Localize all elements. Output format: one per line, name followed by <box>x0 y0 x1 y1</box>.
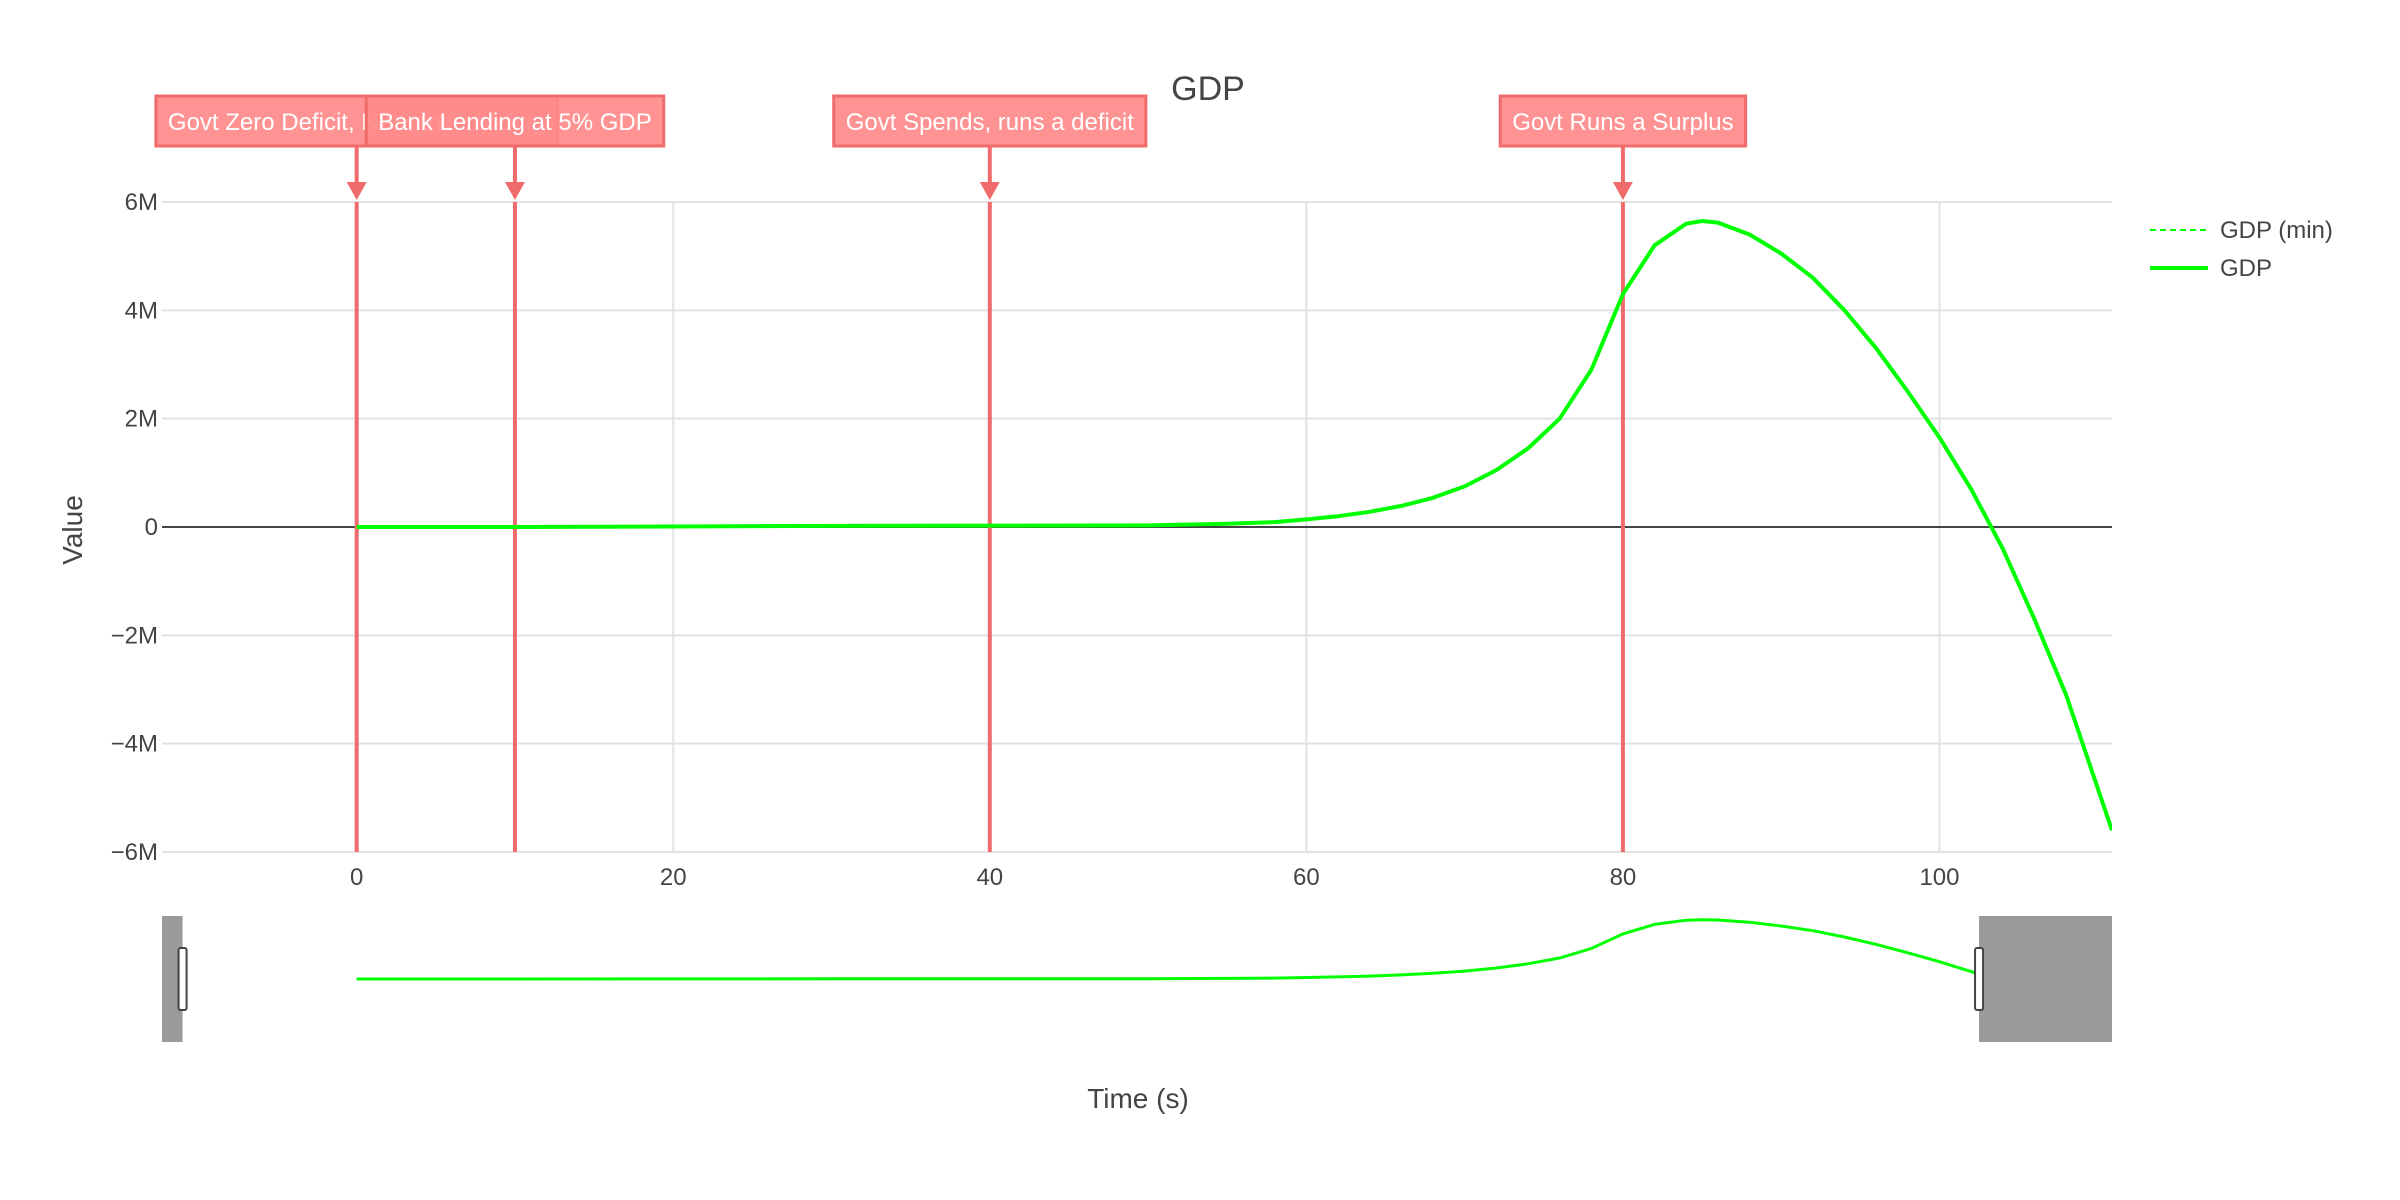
annotation-box <box>832 94 1148 148</box>
y-tick-label: 0 <box>145 514 158 541</box>
range-slider-handle-left[interactable] <box>177 947 188 1011</box>
x-axis-title: Time (s) <box>1087 1083 1189 1114</box>
series-line-gdp <box>356 219 2112 831</box>
y-tick-label: −2M <box>111 622 158 649</box>
annotation-label[interactable]: Govt Runs a Surplus <box>1498 94 1748 148</box>
range-slider-handle-right[interactable] <box>1974 947 1985 1011</box>
x-tick-label: 100 <box>1919 864 1959 891</box>
range-slider-series-line <box>356 918 2112 1040</box>
y-tick-label: −6M <box>111 839 158 866</box>
annotation-arrowhead <box>1612 182 1633 200</box>
annotation-lines <box>346 146 1633 852</box>
chart-title: GDP <box>1171 70 1245 108</box>
annotation-label[interactable]: Bank Lending at 5% GDP <box>364 94 666 148</box>
x-tick-label: 0 <box>350 864 363 891</box>
legend-label: GDP (min) <box>2220 217 2333 244</box>
range-slider-preview <box>356 918 2112 1040</box>
annotation-text: Govt Runs a Surplus <box>1512 109 1733 136</box>
y-tick-label: 4M <box>125 297 158 324</box>
x-tick-label: 20 <box>660 864 687 891</box>
x-tick-label: 60 <box>1293 864 1320 891</box>
axis-tick-labels: 0 20 40 60 80 100 6M 4M 2M 0 −2M −4M −6M <box>111 189 1960 891</box>
legend-item[interactable]: GDP (min) <box>2150 217 2333 244</box>
range-slider-mask-left <box>162 916 183 1042</box>
x-tick-label: 40 <box>976 864 1003 891</box>
y-tick-label: −4M <box>111 731 158 758</box>
range-slider[interactable] <box>162 916 2112 1042</box>
annotation-arrowhead <box>346 182 367 200</box>
annotation-text: Govt Spends, runs a deficit <box>846 109 1134 136</box>
legend-label: GDP <box>2220 255 2272 282</box>
y-tick-label: 6M <box>125 189 158 216</box>
annotation-box <box>1498 94 1748 148</box>
plot-area <box>356 219 2112 831</box>
legend[interactable]: GDP (min) GDP <box>2150 217 2333 282</box>
annotation-text: Bank Lending at 5% GDP <box>378 109 652 136</box>
annotation-box <box>364 94 666 148</box>
range-slider-mask-right <box>1979 916 2112 1042</box>
legend-item[interactable]: GDP <box>2150 255 2272 282</box>
y-tick-label: 2M <box>125 406 158 433</box>
annotation-arrowhead <box>504 182 525 200</box>
annotation-label[interactable]: Govt Spends, runs a deficit <box>832 94 1148 148</box>
x-tick-label: 80 <box>1610 864 1637 891</box>
y-axis-title: Value <box>57 495 88 565</box>
annotation-arrowhead <box>979 182 1000 200</box>
